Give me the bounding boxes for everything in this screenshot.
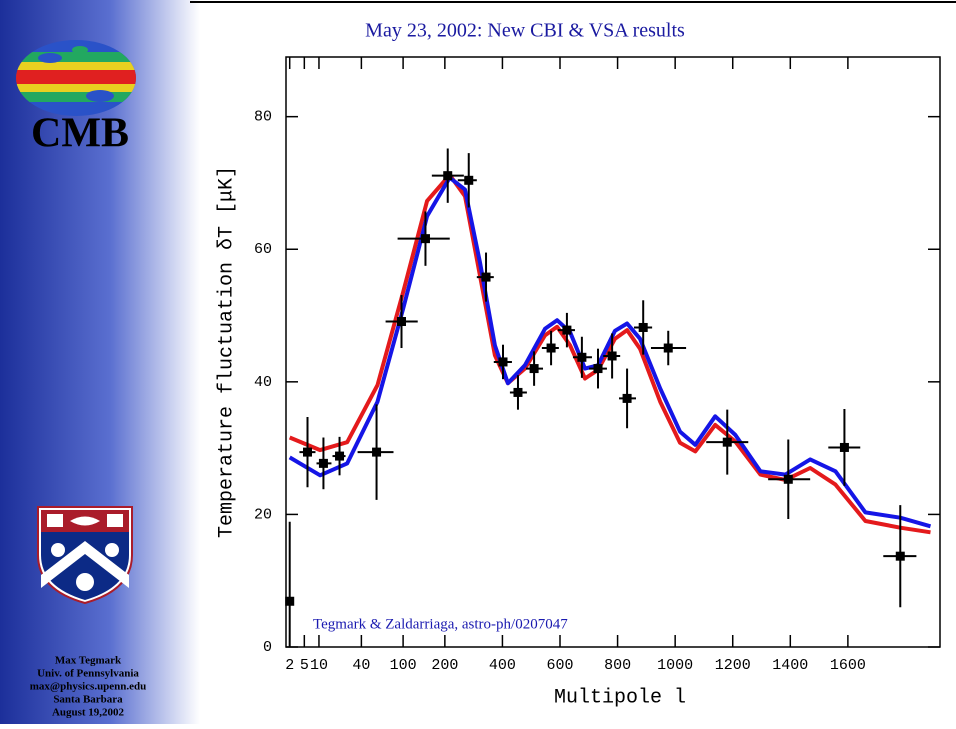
data-marker <box>513 387 523 397</box>
data-marker <box>577 352 587 362</box>
data-point <box>357 404 394 500</box>
data-marker <box>529 364 539 374</box>
data-marker <box>593 364 603 374</box>
data-marker <box>783 474 793 484</box>
data-point <box>431 148 464 203</box>
data-marker <box>420 234 430 244</box>
y-tick-label: 20 <box>254 506 272 523</box>
x-axis-label: Multipole l <box>554 686 686 709</box>
x-tick-label: 5 <box>300 657 309 674</box>
data-marker <box>562 325 572 335</box>
data-point <box>650 330 687 366</box>
data-marker <box>372 447 382 457</box>
y-tick-label: 40 <box>254 374 272 391</box>
author-line: August 19,2002 <box>52 707 125 719</box>
annotation: Tegmark & Zaldarriaga, astro-ph/0207047 <box>313 616 568 632</box>
x-tick-label: 1200 <box>715 657 751 674</box>
x-tick-label: 200 <box>431 657 458 674</box>
author-line: max@physics.upenn.edu <box>30 681 147 693</box>
data-marker <box>303 447 313 457</box>
cmb-map <box>16 40 136 116</box>
data-point <box>457 153 477 208</box>
university-shield <box>37 506 133 605</box>
data-point <box>706 409 749 475</box>
x-tick-label: 400 <box>489 657 516 674</box>
logo-text: CMB <box>31 111 129 157</box>
plot-frame <box>285 56 941 648</box>
data-marker <box>546 343 556 353</box>
data-marker <box>607 351 617 361</box>
data-point <box>619 368 637 429</box>
data-marker <box>396 317 406 327</box>
data-marker <box>638 322 648 332</box>
data-marker <box>481 272 491 282</box>
x-tick-label: 100 <box>390 657 417 674</box>
data-point <box>589 348 607 389</box>
data-marker <box>285 596 295 606</box>
data-marker <box>464 175 474 185</box>
author-line: Santa Barbara <box>53 694 123 706</box>
x-tick-label: 800 <box>604 657 631 674</box>
sidebar <box>0 0 200 724</box>
data-marker <box>318 458 328 468</box>
data-point <box>299 416 316 488</box>
data-point <box>509 375 527 410</box>
data-marker <box>443 171 453 181</box>
x-tick-label: 1000 <box>657 657 693 674</box>
x-tick-label: 2 <box>285 657 294 674</box>
data-marker <box>722 437 732 447</box>
data-marker <box>498 357 508 367</box>
data-point <box>768 439 811 520</box>
y-tick-label: 0 <box>263 639 272 656</box>
x-tick-label: 1400 <box>772 657 808 674</box>
data-point <box>883 505 917 608</box>
data-point <box>557 312 575 348</box>
data-point <box>541 330 559 366</box>
data-point <box>572 336 592 378</box>
data-point <box>633 300 653 355</box>
data-marker <box>622 393 632 403</box>
y-axis-label: Temperature fluctuation δT [μK] <box>215 166 238 538</box>
data-marker <box>663 343 673 353</box>
x-tick-label: 10 <box>310 657 328 674</box>
x-tick-label: 1600 <box>830 657 866 674</box>
chart-title: May 23, 2002: New CBI & VSA results <box>365 20 685 42</box>
data-point <box>316 437 332 490</box>
model-curve <box>288 175 932 529</box>
x-tick-label: 600 <box>546 657 573 674</box>
data-point <box>493 344 512 380</box>
data-marker <box>839 442 849 452</box>
y-tick-label: 60 <box>254 241 272 258</box>
y-tick-label: 80 <box>254 109 272 126</box>
data-marker <box>895 551 905 561</box>
data-point <box>828 409 861 486</box>
data-point <box>476 252 494 302</box>
data-point <box>397 211 450 266</box>
data-marker <box>335 451 345 461</box>
data-point <box>526 351 544 386</box>
author-line: Max Tegmark <box>55 655 122 667</box>
author-line: Univ. of Pennsylvania <box>37 668 139 680</box>
data-point <box>385 294 418 349</box>
data-point <box>285 521 295 647</box>
x-tick-label: 40 <box>352 657 370 674</box>
data-point <box>603 333 621 379</box>
data-point <box>332 436 346 476</box>
